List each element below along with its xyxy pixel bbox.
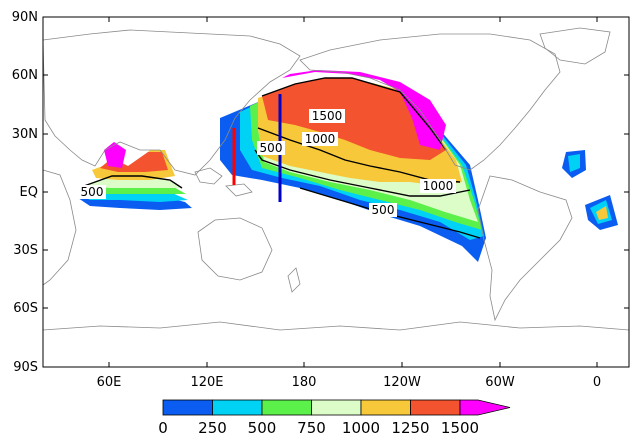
contour-500-south bbox=[299, 187, 481, 239]
coast-antarctica bbox=[42, 321, 630, 331]
contour-label-500-c: 500 bbox=[81, 185, 104, 199]
colorbar-tick-label: 1500 bbox=[441, 419, 479, 437]
contour-1000 bbox=[257, 127, 461, 183]
contour-500-north bbox=[254, 149, 471, 197]
coastlines bbox=[42, 27, 630, 331]
contour-500-indian bbox=[83, 175, 183, 189]
colorbar-tick-label: 500 bbox=[248, 419, 277, 437]
lat-tick-30s: 30S bbox=[13, 243, 38, 258]
npac-band-red bbox=[262, 78, 446, 160]
npac-band-magenta bbox=[282, 70, 446, 150]
colorbar: 0 250 500 750 1000 1250 1500 bbox=[158, 399, 511, 437]
colorbar-segment bbox=[261, 399, 312, 416]
lon-axis: 60E 120E 180 120W 60W 0 bbox=[97, 17, 601, 390]
colorbar-segment bbox=[360, 399, 411, 416]
lat-tick-30n: 30N bbox=[12, 127, 38, 142]
coast-south-america bbox=[477, 175, 573, 322]
contour-label-500-b: 500 bbox=[372, 203, 395, 217]
lon-tick-180: 180 bbox=[292, 375, 317, 390]
coast-north-america bbox=[299, 33, 561, 171]
colorbar-segment bbox=[459, 399, 511, 416]
coast-africa bbox=[42, 169, 77, 286]
coast-newzealand bbox=[287, 267, 301, 293]
lat-tick-eq: EQ bbox=[20, 185, 38, 200]
lon-tick-120e: 120E bbox=[190, 375, 223, 390]
lon-tick-0: 0 bbox=[593, 375, 601, 390]
colorbar-tick-label: 0 bbox=[158, 419, 168, 437]
contour-1500 bbox=[261, 77, 447, 151]
coast-australia bbox=[197, 217, 273, 281]
lon-tick-60w: 60W bbox=[485, 375, 515, 390]
contour-label-1000-b: 1000 bbox=[423, 179, 454, 193]
colorbar-segment bbox=[162, 399, 213, 416]
coast-eurasia bbox=[42, 29, 301, 176]
contour-label-1500: 1500 bbox=[312, 109, 343, 123]
contour-label-1000-a: 1000 bbox=[305, 132, 336, 146]
lat-tick-90n: 90N bbox=[12, 10, 38, 25]
coast-maritime-continent bbox=[194, 167, 253, 197]
indian-band-magenta bbox=[104, 142, 126, 168]
colorbar-segment bbox=[311, 399, 362, 416]
lon-tick-120w: 120W bbox=[383, 375, 421, 390]
lat-tick-90s: 90S bbox=[13, 360, 38, 375]
lat-tick-60s: 60S bbox=[13, 301, 38, 316]
colorbar-segment bbox=[410, 399, 461, 416]
atlantic-band-cyan bbox=[568, 154, 580, 172]
colorbar-tick-label: 750 bbox=[297, 419, 326, 437]
colorbar-tick-label: 1250 bbox=[391, 419, 429, 437]
lat-tick-60n: 60N bbox=[12, 68, 38, 83]
colorbar-segment bbox=[212, 399, 263, 416]
ocean-shading bbox=[78, 70, 618, 262]
contour-label-group: 1500 1000 500 1000 500 500 bbox=[78, 109, 456, 217]
atlantic-south-yellow bbox=[596, 206, 608, 220]
lat-axis: 90N 60N 30N EQ 30S 60S 90S bbox=[12, 10, 629, 375]
contour-label-500-a: 500 bbox=[260, 141, 283, 155]
colorbar-tick-label: 1000 bbox=[342, 419, 380, 437]
lon-tick-60e: 60E bbox=[97, 375, 122, 390]
coast-greenland bbox=[539, 27, 611, 65]
colorbar-tick-label: 250 bbox=[198, 419, 227, 437]
